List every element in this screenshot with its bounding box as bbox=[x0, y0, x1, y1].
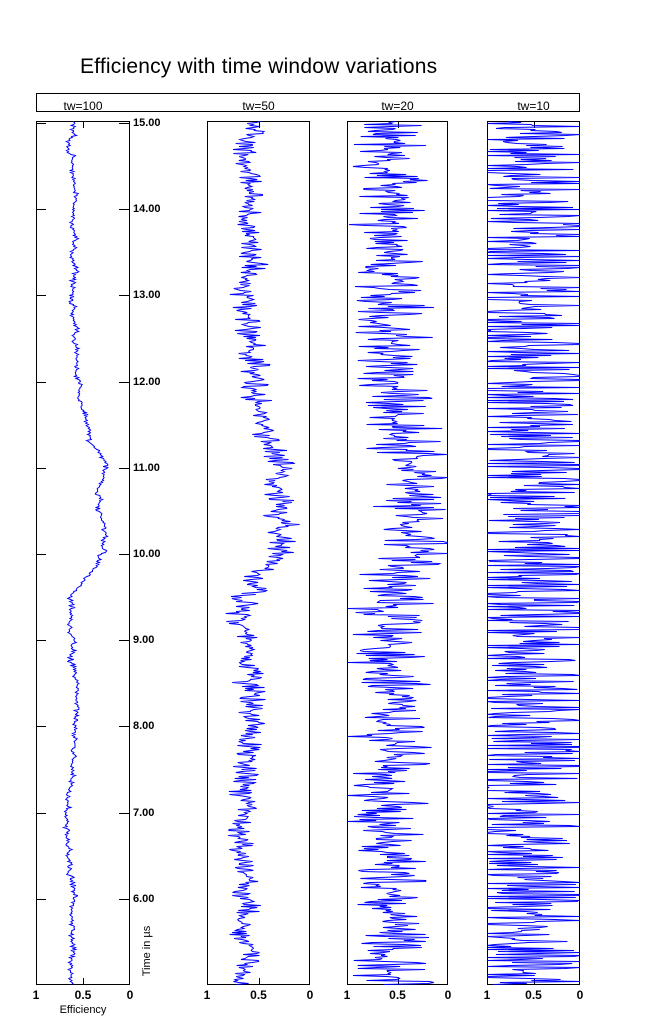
efficiency-trace bbox=[225, 121, 300, 985]
y-tick-label: 15.00 bbox=[133, 117, 161, 129]
chart-title: Efficiency with time window variations bbox=[80, 55, 438, 78]
x-axis-title: Efficiency bbox=[59, 1004, 107, 1016]
panel-plot-tw-50 bbox=[207, 121, 310, 985]
x-tick-label: 0 bbox=[306, 988, 314, 1002]
y-tick-label: 7.00 bbox=[133, 807, 155, 819]
y-tick-label: 10.00 bbox=[133, 548, 161, 560]
panel-header-label-50: tw=50 bbox=[242, 99, 275, 113]
panel-plot-tw-20 bbox=[347, 121, 448, 985]
y-tick-label: 9.00 bbox=[133, 634, 155, 646]
y-tick-label: 11.00 bbox=[133, 462, 160, 474]
panel-header-box bbox=[36, 93, 580, 112]
panel-border bbox=[207, 121, 310, 985]
x-tick-label: 0.5 bbox=[389, 988, 406, 1002]
x-tick-label: 0.5 bbox=[250, 988, 267, 1002]
efficiency-trace bbox=[487, 121, 580, 985]
x-tick-label: 1 bbox=[32, 988, 40, 1002]
panel-border bbox=[36, 121, 130, 985]
y-tick-label: 6.00 bbox=[133, 893, 155, 905]
panel-plot-tw-10 bbox=[487, 121, 580, 985]
panel-header-label-20: tw=20 bbox=[381, 99, 414, 113]
y-axis-title: Time in µs bbox=[141, 925, 153, 977]
y-tick-label: 8.00 bbox=[133, 720, 155, 732]
y-tick-label: 13.00 bbox=[133, 289, 161, 301]
x-tick-label: 0.5 bbox=[525, 988, 542, 1002]
x-tick-label: 1 bbox=[203, 988, 211, 1002]
x-tick-label: 1 bbox=[483, 988, 491, 1002]
x-tick-label: 0 bbox=[444, 988, 452, 1002]
efficiency-trace bbox=[347, 121, 448, 985]
y-tick-label: 14.00 bbox=[133, 203, 161, 215]
panel-header-label-10: tw=10 bbox=[517, 99, 550, 113]
x-tick-label: 0.5 bbox=[74, 988, 92, 1002]
panel-plot-tw-100 bbox=[36, 121, 130, 985]
efficiency-trace bbox=[61, 121, 109, 985]
x-tick-label: 1 bbox=[343, 988, 351, 1002]
y-tick-label: 12.00 bbox=[133, 376, 161, 388]
x-tick-label: 0 bbox=[126, 988, 134, 1002]
panel-border bbox=[487, 121, 580, 985]
panel-header-label-100: tw=100 bbox=[63, 99, 103, 113]
x-tick-label: 0 bbox=[576, 988, 584, 1002]
